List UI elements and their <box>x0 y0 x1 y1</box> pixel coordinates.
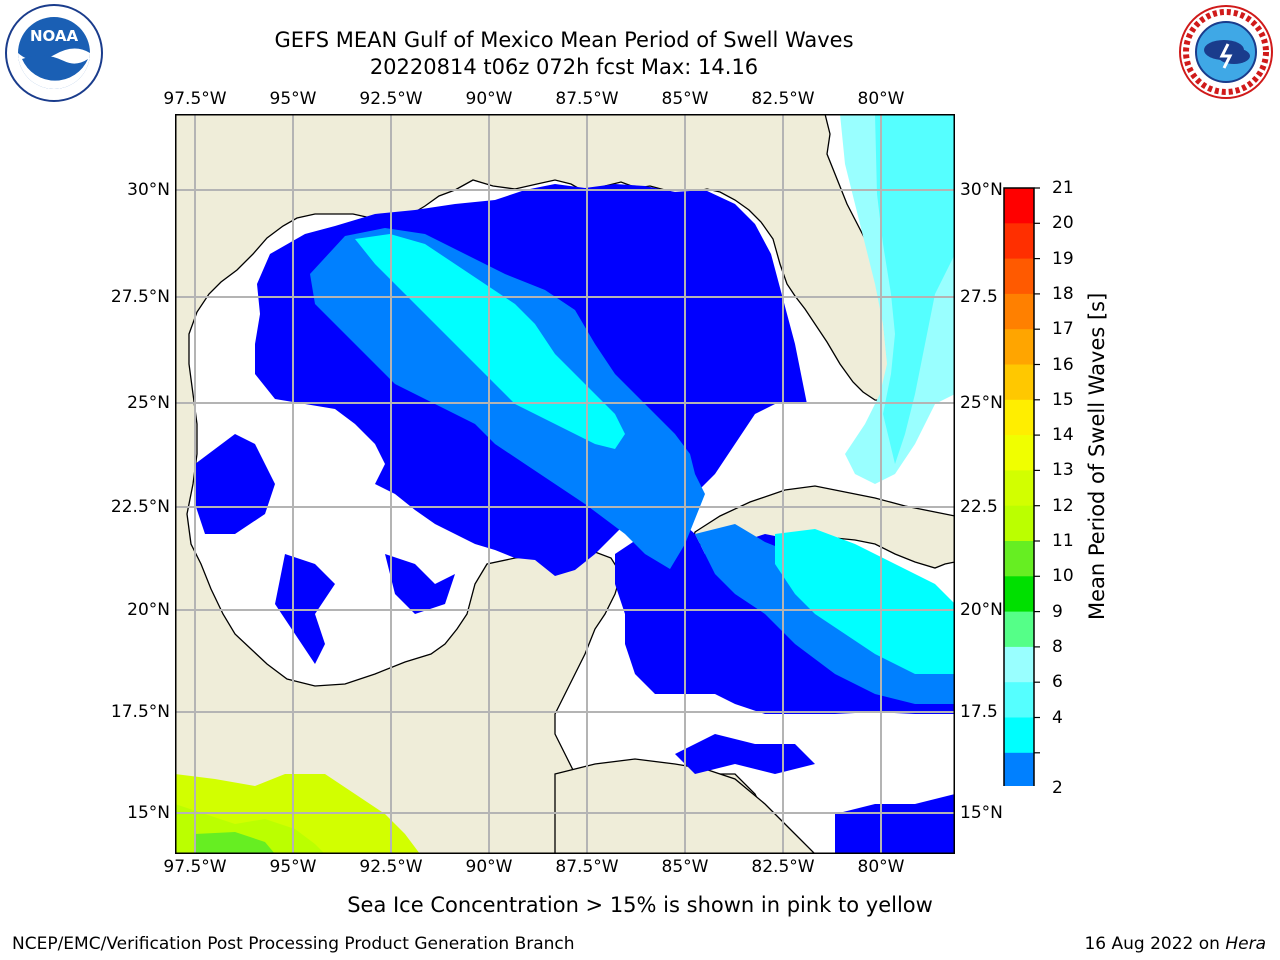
colorbar-segment <box>1004 646 1034 683</box>
lat-tick-left: 20°N <box>127 600 170 620</box>
map-graticule <box>175 114 955 854</box>
colorbar-tick-label: 13 <box>1052 460 1074 481</box>
footer-date-text: 16 Aug 2022 on <box>1084 934 1220 954</box>
colorbar-segment <box>1004 752 1034 786</box>
lat-tick-left: 22.5°N <box>110 497 170 517</box>
map-subtitle: 20220814 t06z 072h fcst Max: 14.16 <box>369 55 759 79</box>
colorbar-tick-label: 17 <box>1052 319 1074 340</box>
lon-tick-bottom: 97.5°W <box>163 857 227 877</box>
lon-tick-bottom: 87.5°W <box>555 857 619 877</box>
colorbar-tick-label: 16 <box>1052 354 1074 375</box>
lon-tick-top: 92.5°W <box>359 89 423 109</box>
lat-tick-left: 30°N <box>127 180 170 200</box>
colorbar-segment <box>1004 576 1034 613</box>
colorbar-segment <box>1004 717 1034 754</box>
colorbar-label: Mean Period of Swell Waves [s] <box>1085 292 1109 620</box>
footer-date: 16 Aug 2022 on Hera <box>1084 934 1266 954</box>
colorbar <box>1003 187 1040 786</box>
lon-tick-top: 95°W <box>269 89 317 109</box>
colorbar-segment <box>1004 293 1034 330</box>
colorbar-segment <box>1004 541 1034 577</box>
lat-tick-right: 30°N <box>960 180 1003 200</box>
lon-tick-top: 82.5°W <box>751 89 815 109</box>
colorbar-tick-label: 4 <box>1052 707 1063 728</box>
colorbar-segment <box>1004 435 1034 471</box>
colorbar-outline <box>1003 187 1035 786</box>
colorbar-tick-label: 20 <box>1052 213 1074 234</box>
colorbar-tick-label: 9 <box>1052 601 1063 622</box>
footer-credit: NCEP/EMC/Verification Post Processing Pr… <box>12 934 575 954</box>
lat-tick-left: 27.5°N <box>110 287 170 307</box>
lon-tick-top: 80°W <box>857 89 905 109</box>
colorbar-tick-label: 14 <box>1052 425 1074 446</box>
colorbar-tick-label: 18 <box>1052 283 1074 304</box>
lat-tick-left: 15°N <box>127 803 170 823</box>
colorbar-segment <box>1004 505 1034 542</box>
lon-tick-top: 97.5°W <box>163 89 227 109</box>
footer-host: Hera <box>1225 934 1266 954</box>
lat-tick-right: 27.5 <box>960 287 998 307</box>
lon-tick-bottom: 80°W <box>857 857 905 877</box>
lat-tick-right: 20°N <box>960 600 1003 620</box>
colorbar-tick-label: 2 <box>1052 778 1063 799</box>
colorbar-segment <box>1004 470 1034 507</box>
lon-tick-bottom: 92.5°W <box>359 857 423 877</box>
sea-ice-note: Sea Ice Concentration > 15% is shown in … <box>347 893 933 917</box>
noaa-logo-text: NOAA <box>30 27 79 45</box>
map-plot <box>175 114 955 854</box>
lon-tick-top: 87.5°W <box>555 89 619 109</box>
swell-field-8s-atlantic <box>875 114 955 464</box>
colorbar-tick-label: 21 <box>1052 178 1074 198</box>
lon-tick-bottom: 95°W <box>269 857 317 877</box>
lon-tick-top: 85°W <box>661 89 709 109</box>
lon-tick-bottom: 90°W <box>465 857 513 877</box>
lat-tick-left: 25°N <box>127 393 170 413</box>
nws-logo-icon <box>1179 5 1273 99</box>
lon-tick-bottom: 82.5°W <box>751 857 815 877</box>
land-north-america <box>175 114 896 854</box>
lat-tick-right: 17.5 <box>960 702 998 722</box>
map-title: GEFS MEAN Gulf of Mexico Mean Period of … <box>274 28 854 52</box>
map-frame <box>175 114 955 854</box>
colorbar-segment <box>1004 223 1034 260</box>
colorbar-segment <box>1004 188 1034 224</box>
colorbar-tick-label: 11 <box>1052 531 1074 551</box>
colorbar-segment <box>1004 364 1034 401</box>
colorbar-segment <box>1004 258 1034 295</box>
colorbar-segment <box>1004 682 1034 718</box>
colorbar-segment <box>1004 399 1034 436</box>
lon-tick-top: 90°W <box>465 89 513 109</box>
lon-tick-bottom: 85°W <box>661 857 709 877</box>
colorbar-tick-label: 8 <box>1052 636 1063 657</box>
lat-tick-right: 25°N <box>960 393 1003 413</box>
colorbar-segment <box>1004 611 1034 648</box>
colorbar-tick-label: 15 <box>1052 389 1074 410</box>
lat-tick-left: 17.5°N <box>110 702 170 722</box>
noaa-logo-icon: NOAA <box>5 4 103 102</box>
colorbar-tick-label: 10 <box>1052 566 1074 587</box>
lat-tick-right: 22.5 <box>960 497 998 517</box>
colorbar-segment <box>1004 329 1034 365</box>
colorbar-tick-label: 19 <box>1052 248 1074 269</box>
lat-tick-right: 15°N <box>960 803 1003 823</box>
colorbar-tick-label: 12 <box>1052 495 1074 516</box>
colorbar-tick-label: 6 <box>1052 672 1063 693</box>
